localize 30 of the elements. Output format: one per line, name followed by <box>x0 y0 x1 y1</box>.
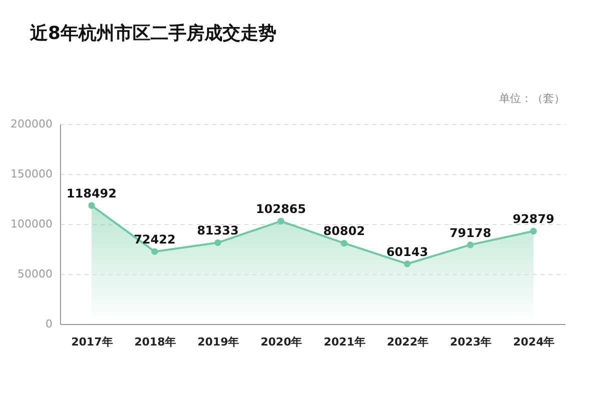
point <box>88 202 95 209</box>
data-label: 80802 <box>323 224 365 238</box>
chart-title: 近8年杭州市区二手房成交走势 <box>29 23 277 44</box>
y-tick-label: 0 <box>46 318 52 330</box>
point <box>151 248 158 255</box>
point <box>404 260 411 268</box>
text: 单位：（套） <box>499 92 565 105</box>
x-tick-label: 2024年 <box>513 336 555 348</box>
point <box>340 240 348 247</box>
x-tick-label: 2019年 <box>198 336 240 348</box>
x-tick-label: 2020年 <box>260 336 302 348</box>
point <box>466 241 474 248</box>
data-label: 60143 <box>386 244 428 259</box>
x-tick-label: 2021年 <box>324 336 366 348</box>
data-label: 102865 <box>256 202 306 216</box>
point <box>530 228 537 234</box>
x-tick-label: 2017年 <box>71 336 113 348</box>
point <box>278 218 284 224</box>
x-tick-label: 2022年 <box>386 336 428 348</box>
y-tick-label: 100000 <box>10 218 52 230</box>
data-label: 92879 <box>512 212 554 226</box>
data-label: 118492 <box>66 186 117 201</box>
y-tick-label: 200000 <box>10 118 52 130</box>
x-tick-label: 2018年 <box>134 336 176 348</box>
y-tick-label: 150000 <box>10 168 52 180</box>
x-tick-label: 2023年 <box>450 336 492 348</box>
data-label: 81333 <box>196 224 239 238</box>
data-label: 79178 <box>449 226 492 240</box>
point <box>214 239 222 246</box>
y-tick-label: 50000 <box>18 268 52 280</box>
